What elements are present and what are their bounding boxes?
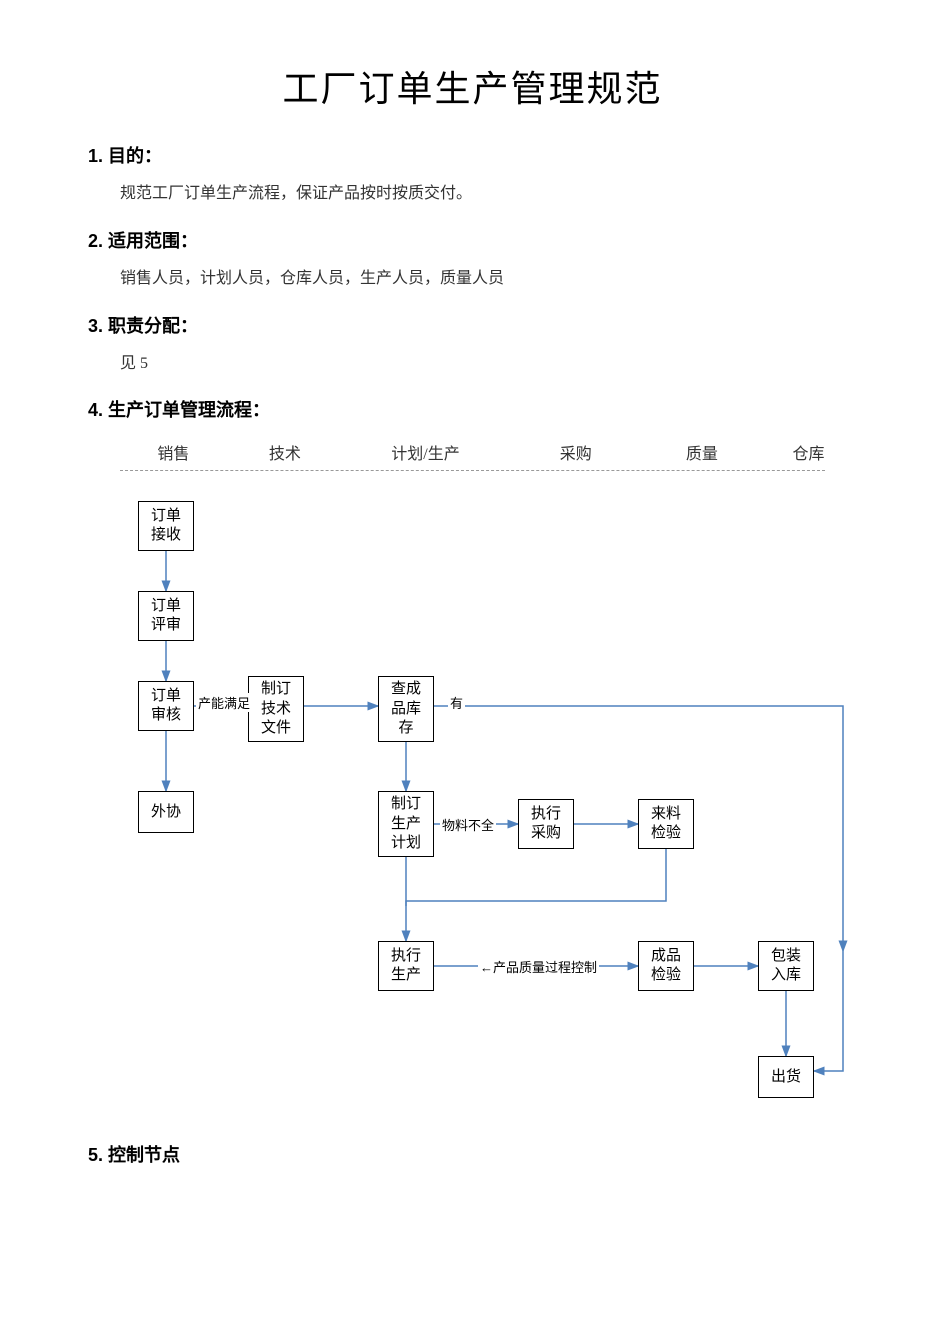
section-scope: 2. 适用范围： 销售人员，计划人员，仓库人员，生产人员，质量人员	[0, 227, 945, 294]
node-iqc: 来料 检验	[638, 799, 694, 849]
node-receive: 订单 接收	[138, 501, 194, 551]
section-heading-1: 1. 目的：	[88, 142, 857, 168]
node-fqc: 成品 检验	[638, 941, 694, 991]
edge-label-quality: ←产品质量过程控制	[478, 957, 599, 976]
node-review: 订单 评审	[138, 591, 194, 641]
section-heading-2: 2. 适用范围：	[88, 227, 857, 253]
lane-tech: 技术	[227, 440, 343, 464]
section-heading-5: 5. 控制节点	[88, 1141, 857, 1167]
section-process: 4. 生产订单管理流程：	[0, 396, 945, 422]
section-responsibility: 3. 职责分配： 见 5	[0, 312, 945, 379]
swimlane-header: 销售 技术 计划/生产 采购 质量 仓库	[0, 440, 945, 464]
section-control: 5. 控制节点	[0, 1141, 945, 1167]
flowchart: 订单 接收订单 评审订单 审核外协 制订 技术 文件 查成 品库 存制订 生产 计划…	[88, 471, 857, 1131]
node-plan: 制订 生产 计划	[378, 791, 434, 857]
section-purpose: 1. 目的： 规范工厂订单生产流程，保证产品按时按质交付。	[0, 142, 945, 209]
edge-label-capacity: 产能满足	[196, 693, 252, 712]
node-pack: 包装 入库	[758, 941, 814, 991]
lane-plan: 计划/生产	[343, 440, 508, 464]
page-title: 工厂订单生产管理规范	[0, 0, 945, 142]
node-produce: 执行 生产	[378, 941, 434, 991]
node-purchase: 执行 采购	[518, 799, 574, 849]
node-audit: 订单 审核	[138, 681, 194, 731]
lane-sales: 销售	[120, 440, 227, 464]
node-outsource: 外协	[138, 791, 194, 833]
section-body-3: 见 5	[88, 350, 857, 379]
section-heading-3: 3. 职责分配：	[88, 312, 857, 338]
lane-warehouse: 仓库	[760, 440, 857, 464]
lane-quality: 质量	[644, 440, 760, 464]
node-techdoc: 制订 技术 文件	[248, 676, 304, 742]
edge-label-material: 物料不全	[440, 815, 496, 834]
flowchart-arrows	[88, 471, 857, 1131]
section-body-2: 销售人员，计划人员，仓库人员，生产人员，质量人员	[88, 265, 857, 294]
lane-purchase: 采购	[508, 440, 644, 464]
edge-label-hasstock: 有	[448, 693, 465, 712]
section-body-1: 规范工厂订单生产流程，保证产品按时按质交付。	[88, 180, 857, 209]
node-ship: 出货	[758, 1056, 814, 1098]
node-stock: 查成 品库 存	[378, 676, 434, 742]
section-heading-4: 4. 生产订单管理流程：	[88, 396, 857, 422]
